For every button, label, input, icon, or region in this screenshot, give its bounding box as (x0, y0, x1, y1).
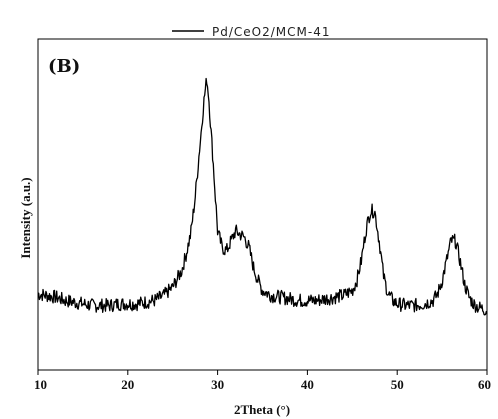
x-axis-title: 2Theta (°) (234, 402, 290, 417)
series-layer (37, 77, 488, 316)
plot-frame (37, 38, 488, 371)
panel-label: (B) (48, 56, 80, 77)
legend: Pd/CeO2/MCM-41 (172, 25, 330, 39)
x-tick-label: 30 (211, 377, 224, 392)
x-tick-label: 20 (121, 377, 134, 392)
y-axis-title: Intensity (a.u.) (18, 177, 33, 258)
legend-label: Pd/CeO2/MCM-41 (212, 25, 330, 39)
x-tick-label: 50 (391, 377, 404, 392)
x-tick-label: 60 (478, 377, 491, 392)
x-tick-label: 10 (34, 377, 47, 392)
x-axis-ticks: 10 20 30 40 50 60 (34, 370, 491, 392)
x-tick-label: 40 (301, 377, 314, 392)
series-line-pd-ceo2-mcm41 (37, 77, 488, 316)
